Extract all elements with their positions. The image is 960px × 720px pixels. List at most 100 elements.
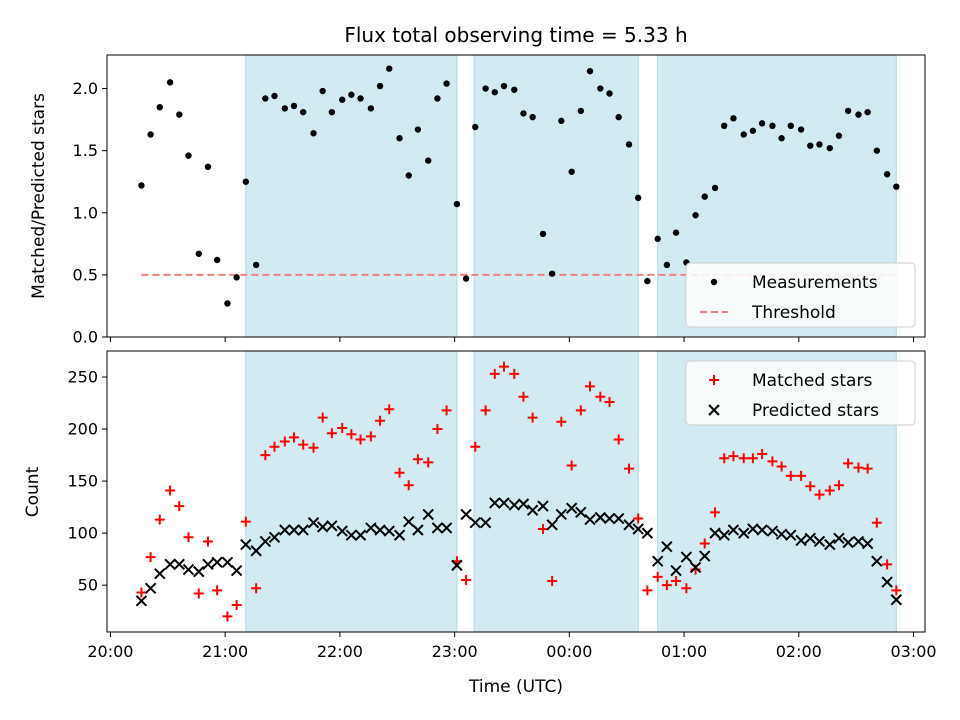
x-tick-label: 20:00 [87,642,133,661]
predicted-point [565,502,578,514]
predicted-point [288,524,300,536]
y-tick-label: 2.0 [73,79,98,98]
predicted-point [747,523,759,535]
matched-point [260,450,271,461]
matched-point [423,457,434,468]
matched-point [326,428,337,439]
measurement-point [176,111,183,118]
predicted-point [316,521,329,533]
measurement-point [367,105,375,112]
matched-point [136,587,147,598]
shaded-interval [245,54,458,338]
measurement-point [511,86,518,93]
axes-frame [106,54,926,338]
matched-point [489,368,500,379]
matched-point [240,516,251,527]
predicted-point [861,537,874,550]
predicted-point [154,568,166,580]
measurement-point [844,107,852,115]
matched-point [661,580,672,591]
matched-point [337,423,348,434]
measurement-point [778,135,785,142]
matched-point [298,439,309,450]
predicted-point [221,556,234,568]
matched-point [556,416,567,427]
y-tick-label: 0.0 [73,328,98,347]
measurement-point [873,147,881,154]
matched-point [498,361,509,372]
matched-point [785,470,796,481]
bottom-panel: 50 100 150 200 250 20:00 21:00 22:00 23:00 00:00 0… [67,350,937,661]
predicted-point [575,506,587,519]
measurement-point [758,120,766,127]
measurement-point [310,130,317,137]
matched-point [165,485,176,496]
predicted-point [440,522,453,534]
matched-point [365,431,376,442]
predicted-point [451,559,463,572]
predicted-point [173,558,185,571]
measurement-point [721,122,728,130]
predicted-point [680,551,693,563]
predicted-point [603,512,616,525]
measurement-point [855,111,862,118]
measurement-point [271,92,278,100]
matched-point [470,441,481,452]
legend: Measurements Threshold [685,262,916,328]
matched-point [375,415,386,426]
matched-point [432,424,443,435]
measurement-point [586,67,594,75]
predicted-point [612,512,625,525]
predicted-point [230,564,243,577]
predicted-point [842,536,854,549]
measurement-point [558,117,565,125]
predicted-point [555,508,568,521]
y-tick-label: 1.0 [73,203,98,222]
matched-point [776,461,787,472]
matched-point [461,574,472,585]
measurement-point [195,250,202,257]
measurement-point [730,115,737,122]
matched-point [584,381,595,392]
matched-point [518,391,529,402]
matched-point [231,599,242,610]
measurement-point [138,182,145,189]
shaded-interval [473,54,639,338]
predicted-point [383,525,395,537]
predicted-point [336,525,348,537]
y-tick-label: 200 [67,420,98,439]
legend-marker-predicted [708,404,720,416]
measurement-point [597,85,604,92]
measurement-point [663,261,671,269]
shaded-interval [245,350,458,633]
predicted-point [632,523,644,535]
measurement-point [625,141,633,148]
matched-point [862,463,873,474]
matched-point [202,536,213,547]
axes-frame [106,350,926,633]
measurement-point [233,274,240,281]
matched-point [633,513,644,524]
measurement-point [224,300,231,307]
measurement-point [242,178,250,185]
matched-point [710,507,721,518]
predicted-point [412,524,424,536]
x-tick-label: 01:00 [661,642,707,661]
matched-point [222,611,233,622]
legend-marker-measurements [710,278,718,286]
predicted-point [479,517,492,529]
shaded-interval [473,350,639,633]
legend-label: Matched stars [752,371,872,391]
predicted-point [250,545,262,557]
measurement-point [615,113,622,121]
matched-point [757,449,768,460]
x-tick-label: 23:00 [432,642,478,661]
matched-point [394,467,405,478]
predicted-point [670,564,682,577]
measurement-point [376,82,384,90]
x-tick-label: 22:00 [317,642,363,661]
predicted-point [374,524,386,536]
predicted-point [182,563,195,576]
matched-point [441,405,452,416]
